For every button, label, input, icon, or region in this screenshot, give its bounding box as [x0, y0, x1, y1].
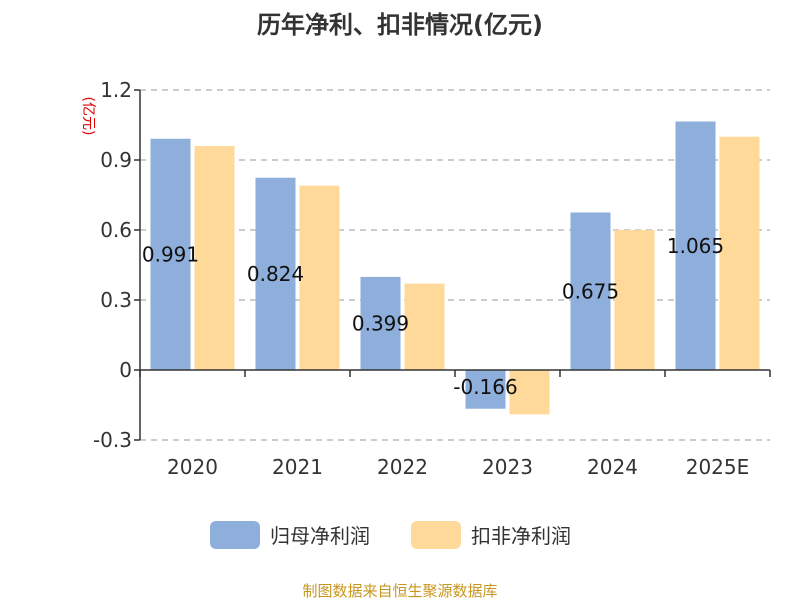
y-axis-unit-label: (亿元): [80, 97, 96, 136]
source-note: 制图数据来自恒生聚源数据库: [302, 582, 497, 600]
data-label-2021: 0.824: [247, 262, 304, 286]
bar-net-profit-2024: [570, 212, 611, 370]
legend-label[interactable]: 归母净利润: [270, 524, 370, 548]
data-labels: 0.991 0.824 0.399 -0.166 0.675 1.065: [142, 234, 724, 399]
y-tick-label: 0.3: [100, 288, 132, 312]
bar-net-profit-2023: [465, 370, 506, 409]
bar-deducted-profit-2021: [299, 185, 340, 370]
chart-title: 历年净利、扣非情况(亿元): [257, 11, 543, 39]
bar-net-profit-2025E: [675, 121, 716, 370]
data-label-2024: 0.675: [562, 279, 619, 303]
y-tick-label: -0.3: [93, 428, 132, 452]
x-tick-label-2021: 2021: [272, 455, 323, 479]
data-label-2025E: 1.065: [667, 234, 724, 258]
bar-deducted-profit-2024: [614, 230, 655, 370]
y-tick-label: 0: [119, 358, 132, 382]
bars: [150, 121, 760, 415]
legend-swatch[interactable]: [411, 521, 461, 549]
x-tick-label-2025E: 2025E: [686, 455, 750, 479]
x-tick-label-2020: 2020: [167, 455, 218, 479]
bar-deducted-profit-2020: [194, 146, 235, 370]
y-tick-label: 0.6: [100, 218, 132, 242]
legend-label[interactable]: 扣非净利润: [471, 524, 571, 548]
bar-deducted-profit-2023: [509, 370, 550, 415]
bar-deducted-profit-2025E: [719, 136, 760, 370]
data-label-2023: -0.166: [453, 375, 517, 399]
legend-swatch[interactable]: [210, 521, 260, 549]
gridlines: [140, 89, 770, 441]
bar-net-profit-2021: [255, 177, 296, 370]
bar-deducted-profit-2022: [404, 283, 445, 370]
y-tick-label: 1.2: [100, 78, 132, 102]
x-tick-label-2022: 2022: [377, 455, 428, 479]
data-label-2020: 0.991: [142, 242, 199, 266]
y-tick-label: 0.9: [100, 148, 132, 172]
bar-net-profit-2020: [150, 138, 191, 370]
legend-item-deducted-profit[interactable]: 扣非净利润: [411, 521, 571, 549]
data-label-2022: 0.399: [352, 311, 409, 335]
x-tick-label-2023: 2023: [482, 455, 533, 479]
bar-net-profit-2022: [360, 276, 401, 370]
legend-item-net-profit[interactable]: 归母净利润: [210, 521, 370, 549]
legend[interactable]: 归母净利润 扣非净利润: [210, 521, 571, 549]
axes: 1.2 0.9 0.6 0.3 0 -0.3 2020 2021 2022 2023 2024 202…: [93, 78, 771, 479]
x-tick-label-2024: 2024: [587, 455, 638, 479]
